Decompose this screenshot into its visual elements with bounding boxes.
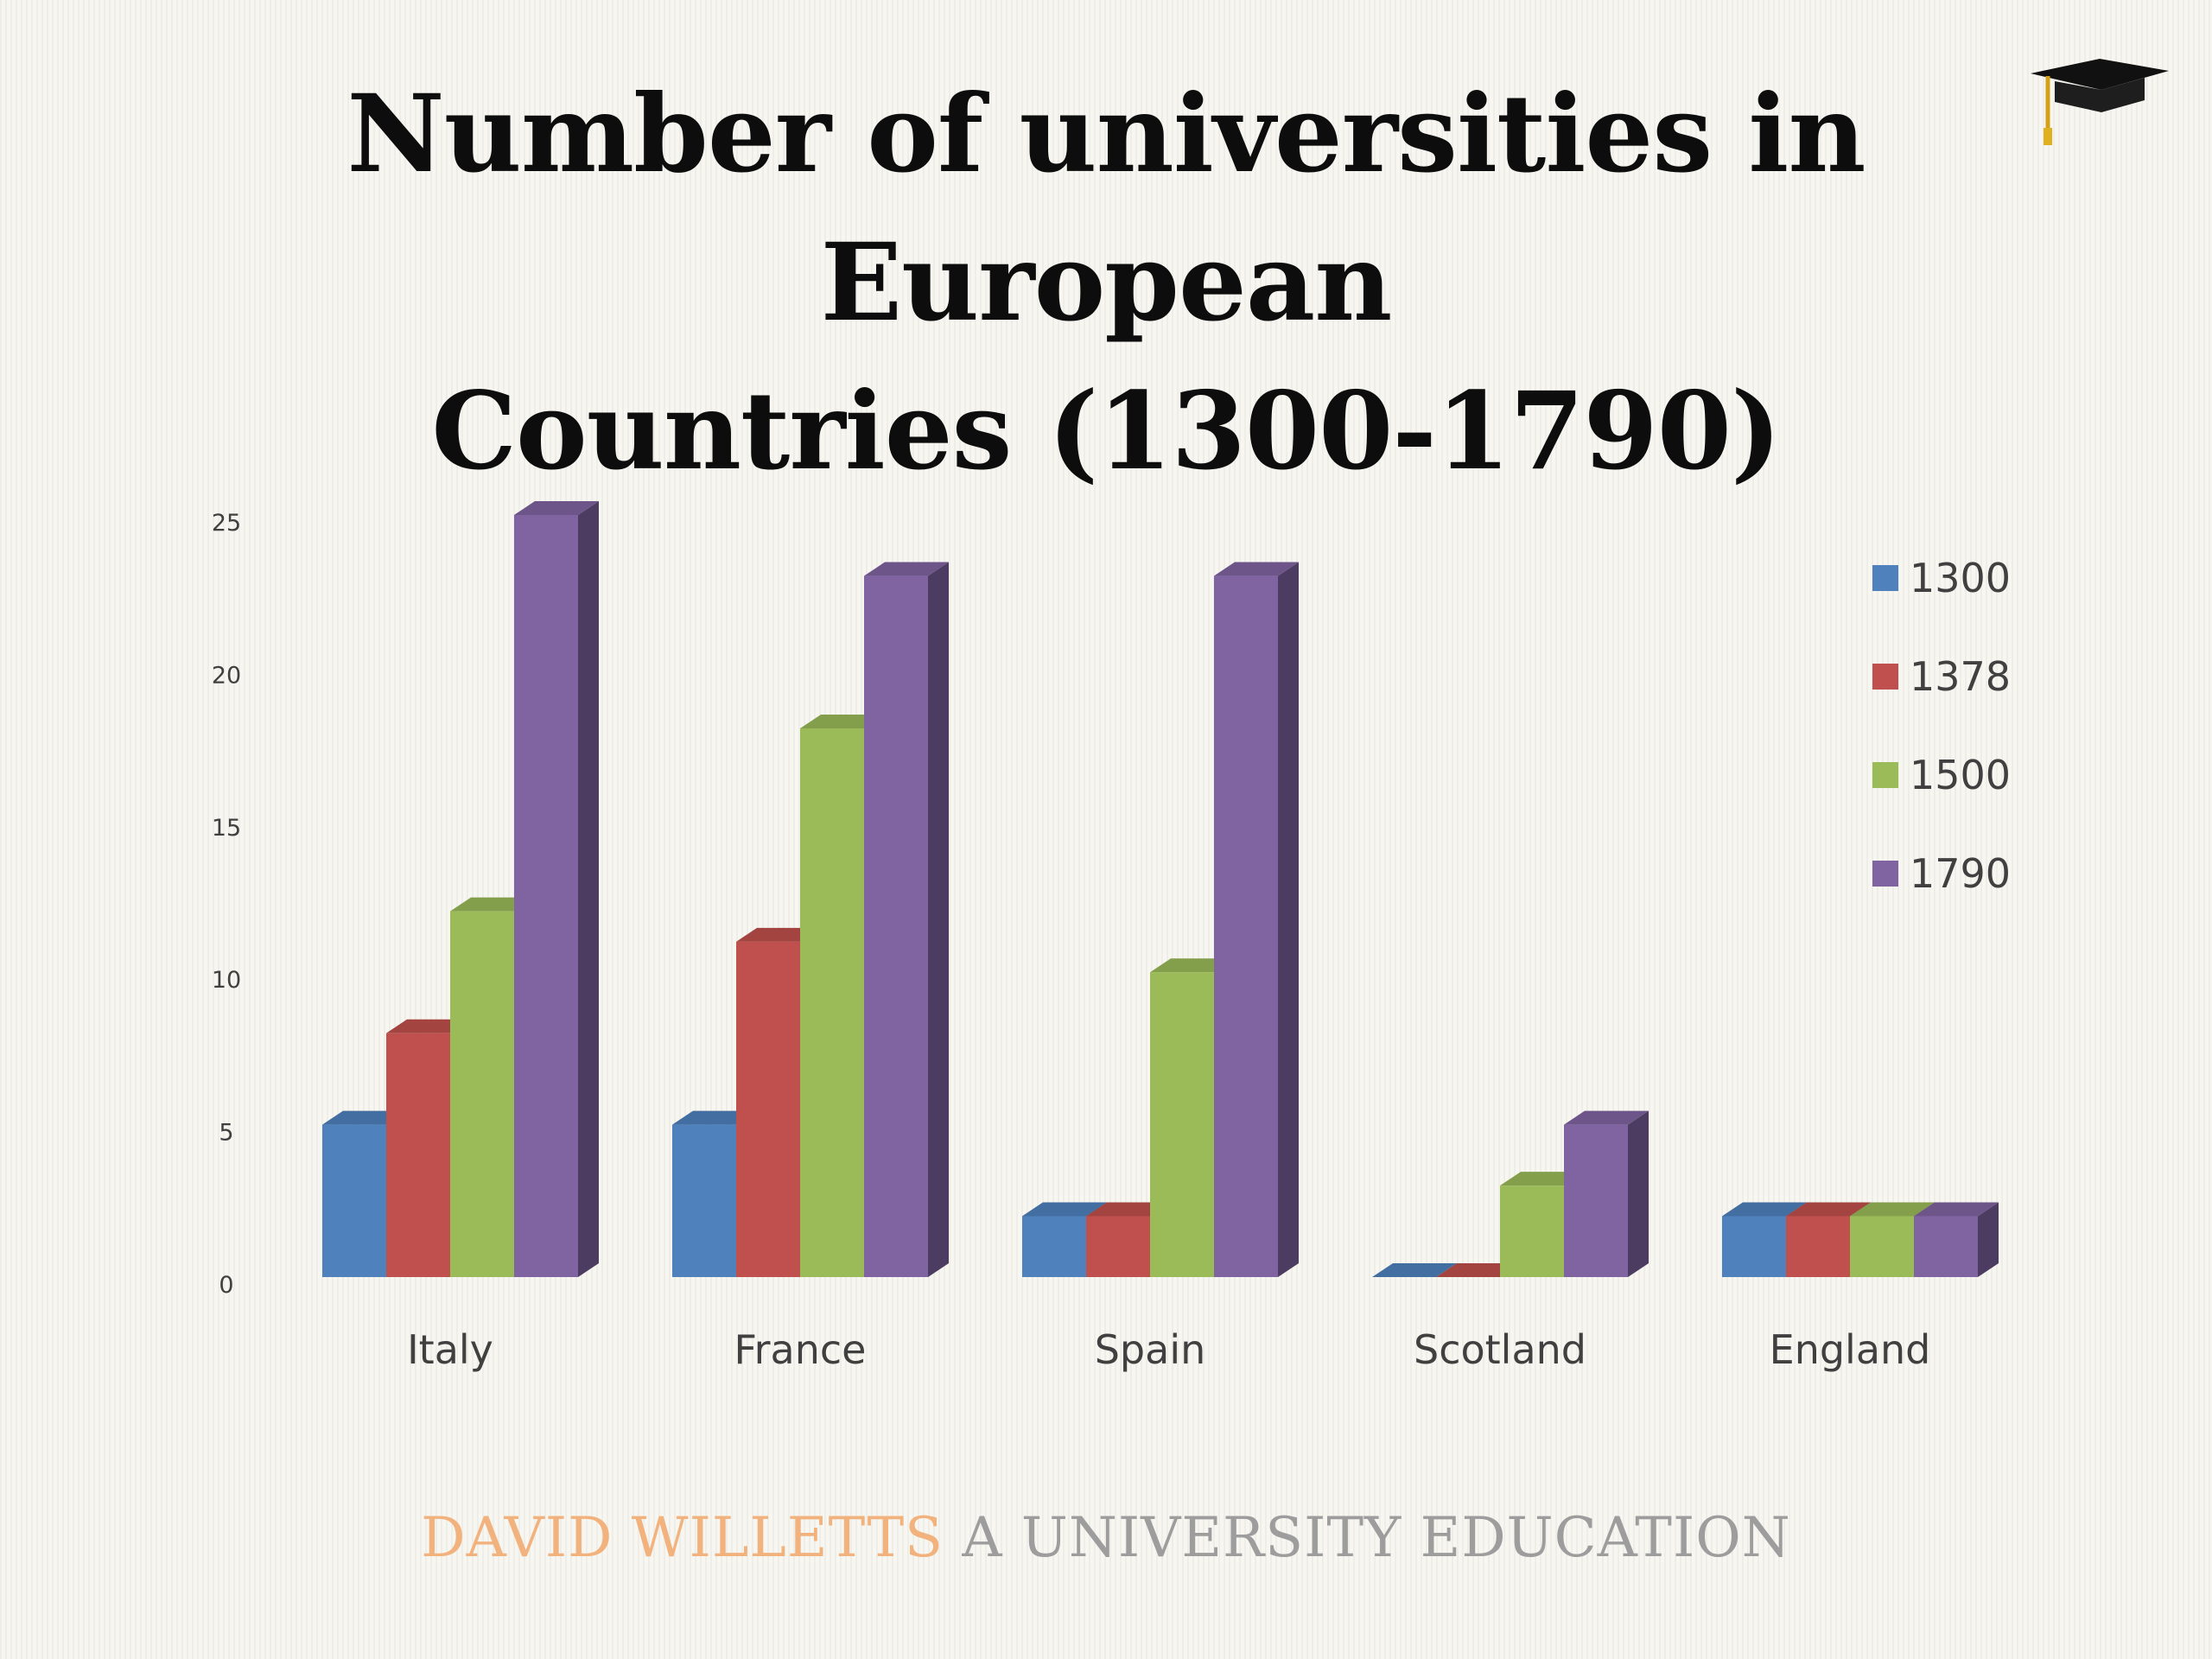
- legend-swatch: [1872, 565, 1898, 591]
- bar-top: [864, 562, 949, 576]
- bar-front: [864, 575, 928, 1277]
- chart-title-line-2: Countries (1300-1790): [431, 369, 1781, 494]
- footer-author: DAVID WILLETTS: [421, 1506, 944, 1570]
- category-label: Spain: [1095, 1326, 1206, 1373]
- bar-top: [1150, 958, 1235, 973]
- bar-top: [322, 1110, 407, 1125]
- bar-front: [386, 1033, 450, 1277]
- legend-label: 1378: [1910, 653, 2011, 700]
- legend-label: 1300: [1910, 555, 2011, 601]
- bar-front: [1564, 1124, 1628, 1277]
- legend-item: 1300: [1872, 555, 2011, 601]
- legend-label: 1500: [1910, 752, 2011, 798]
- y-tick-label: 5: [219, 1120, 233, 1147]
- y-axis: 0 5 10 15 20 25: [212, 510, 241, 1299]
- legend-swatch: [1872, 762, 1898, 788]
- legend-item: 1378: [1872, 653, 2011, 700]
- bar-front: [1500, 1185, 1564, 1277]
- y-tick-label: 0: [219, 1272, 233, 1299]
- bar-top: [450, 897, 535, 912]
- y-tick-label: 20: [212, 662, 241, 689]
- category-label: Italy: [407, 1326, 493, 1373]
- bar-top: [1500, 1172, 1585, 1186]
- chart-title: Number of universities in European Count…: [156, 60, 2056, 506]
- bar-top: [1214, 562, 1299, 576]
- bar-top: [1564, 1110, 1649, 1125]
- bar-front: [514, 515, 578, 1277]
- bar-front: [1786, 1216, 1850, 1277]
- bar-front: [1022, 1216, 1086, 1277]
- bar: [1436, 1263, 1521, 1277]
- bar: [864, 562, 949, 1277]
- legend: 1300 1378 1500 1790: [1872, 555, 2011, 897]
- bar-side: [1978, 1202, 1999, 1277]
- bar: [1564, 1110, 1649, 1277]
- bar-front: [672, 1124, 736, 1277]
- category-label: France: [734, 1326, 867, 1373]
- bar-front: [322, 1124, 386, 1277]
- bar-top: [1372, 1263, 1457, 1277]
- bar-side: [928, 562, 949, 1277]
- y-tick-label: 15: [212, 815, 241, 842]
- bar-top: [800, 714, 885, 728]
- legend-label: 1790: [1910, 850, 2011, 897]
- legend-swatch: [1872, 861, 1898, 887]
- bar-top: [1786, 1202, 1871, 1217]
- bar-top: [1914, 1202, 1999, 1217]
- bars: [322, 501, 1999, 1277]
- legend-swatch: [1872, 664, 1898, 690]
- y-tick-label: 10: [212, 967, 241, 994]
- bar-top: [1086, 1202, 1171, 1217]
- bar-top: [1850, 1202, 1935, 1217]
- bar-front: [1914, 1216, 1978, 1277]
- bar: [1914, 1202, 1999, 1277]
- bar-top: [1436, 1263, 1521, 1277]
- bar-top: [736, 927, 821, 942]
- bar-front: [1150, 972, 1214, 1277]
- bar-top: [386, 1019, 471, 1033]
- bar-front: [1086, 1216, 1150, 1277]
- bar-front: [800, 728, 864, 1277]
- bar-front: [450, 911, 514, 1277]
- bar-top: [1022, 1202, 1107, 1217]
- bar: [514, 501, 599, 1277]
- category-label: Scotland: [1414, 1326, 1586, 1373]
- bar-front: [1722, 1216, 1786, 1277]
- bar-top: [672, 1110, 757, 1125]
- legend-item: 1500: [1872, 752, 2011, 798]
- bar: [1372, 1263, 1457, 1277]
- graduation-cap-icon: [2031, 59, 2169, 145]
- bar-side: [578, 501, 599, 1277]
- footer: DAVID WILLETTS A UNIVERSITY EDUCATION: [0, 1503, 2212, 1573]
- bar-top: [1722, 1202, 1807, 1217]
- bar-side: [1628, 1110, 1649, 1277]
- bar-front: [1850, 1216, 1914, 1277]
- x-axis: Italy France Spain Scotland England: [407, 1326, 1930, 1373]
- legend-item: 1790: [1872, 850, 2011, 897]
- y-tick-label: 25: [212, 510, 241, 537]
- bar-top: [514, 501, 599, 515]
- footer-book-title: A UNIVERSITY EDUCATION: [962, 1506, 1791, 1570]
- bar-side: [1278, 562, 1299, 1277]
- category-label: England: [1770, 1326, 1931, 1373]
- bar-front: [736, 941, 800, 1277]
- bar-front: [1214, 575, 1278, 1277]
- chart-title-line-1: Number of universities in European: [346, 72, 1866, 346]
- bar: [1214, 562, 1299, 1277]
